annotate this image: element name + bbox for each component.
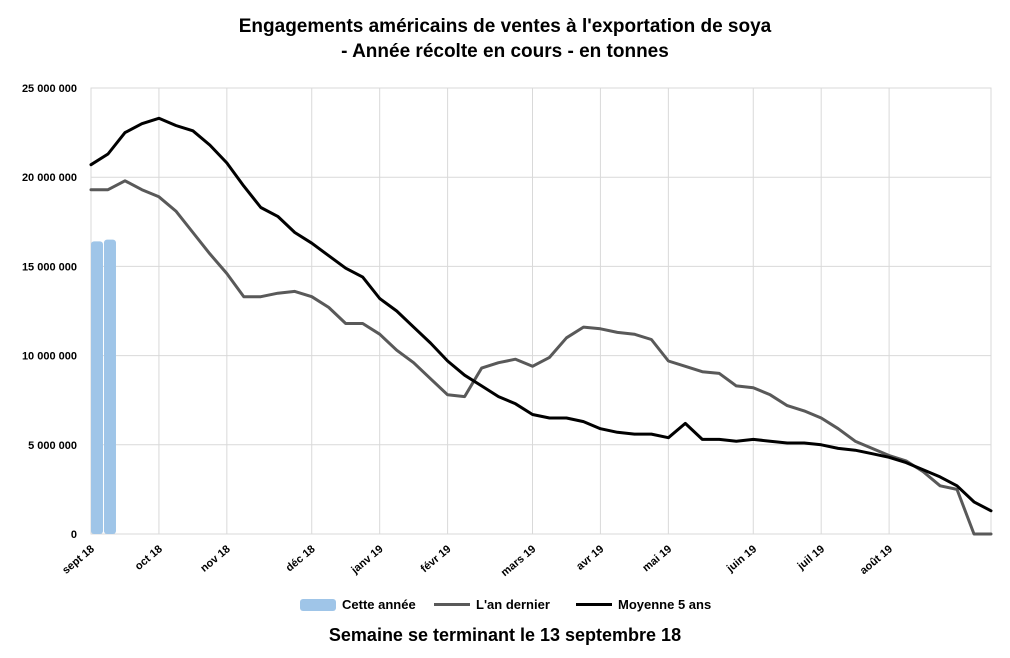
x-tick-label: févr 19 — [419, 543, 454, 575]
legend-item-an-dernier: L'an dernier — [434, 597, 550, 612]
legend-item-cette-annee: Cette année — [300, 597, 416, 612]
y-tick-label: 5 000 000 — [28, 440, 77, 452]
legend-label-moyenne: Moyenne 5 ans — [618, 597, 712, 612]
x-tick-label: janv 19 — [349, 543, 386, 577]
x-tick-label: juin 19 — [724, 543, 759, 575]
x-tick-label: avr 19 — [574, 543, 606, 573]
legend-swatch-moyenne — [576, 603, 612, 606]
chart-title: Engagements américains de ventes à l'exp… — [0, 14, 1010, 64]
line-an-dernier — [89, 179, 993, 536]
legend-swatch-an-dernier — [434, 603, 470, 606]
x-tick-label: juil 19 — [795, 543, 827, 573]
x-tick-label: déc 18 — [284, 543, 318, 574]
y-tick-label: 25 000 000 — [22, 83, 77, 95]
x-tick-label: nov 18 — [198, 543, 232, 575]
legend-label-cette-annee: Cette année — [342, 597, 416, 612]
chart-title-line2: - Année récolte en cours - en tonnes — [341, 41, 669, 62]
legend-label-an-dernier: L'an dernier — [476, 597, 550, 612]
x-tick-label: mars 19 — [499, 543, 539, 579]
footer-caption: Semaine se terminant le 13 septembre 18 — [328, 625, 682, 645]
legend-item-moyenne: Moyenne 5 ans — [576, 597, 711, 612]
legend-swatch-cette-annee — [300, 598, 336, 611]
x-tick-label: mai 19 — [640, 543, 674, 574]
plot-area — [90, 87, 992, 535]
x-tick-label: août 19 — [858, 543, 895, 577]
bar-cette-annee — [103, 239, 116, 534]
chart-canvas: 0 5 000 000 10 000 000 15 000 000 20 000 000… — [22, 83, 993, 579]
x-tick-label: sept 18 — [60, 543, 97, 577]
chart-title-line1: Engagements américains de ventes à l'exp… — [238, 16, 772, 37]
y-tick-label: 15 000 000 — [22, 261, 77, 273]
y-tick-label: 0 — [71, 529, 77, 541]
legend: Cette année L'an dernier Moyenne 5 ans — [0, 597, 1010, 617]
line-moyenne-5-ans — [89, 116, 993, 513]
bar-cette-annee — [91, 241, 103, 534]
y-tick-label: 20 000 000 — [22, 172, 77, 184]
x-tick-label: oct 18 — [133, 543, 165, 573]
y-tick-label: 10 000 000 — [22, 351, 77, 363]
